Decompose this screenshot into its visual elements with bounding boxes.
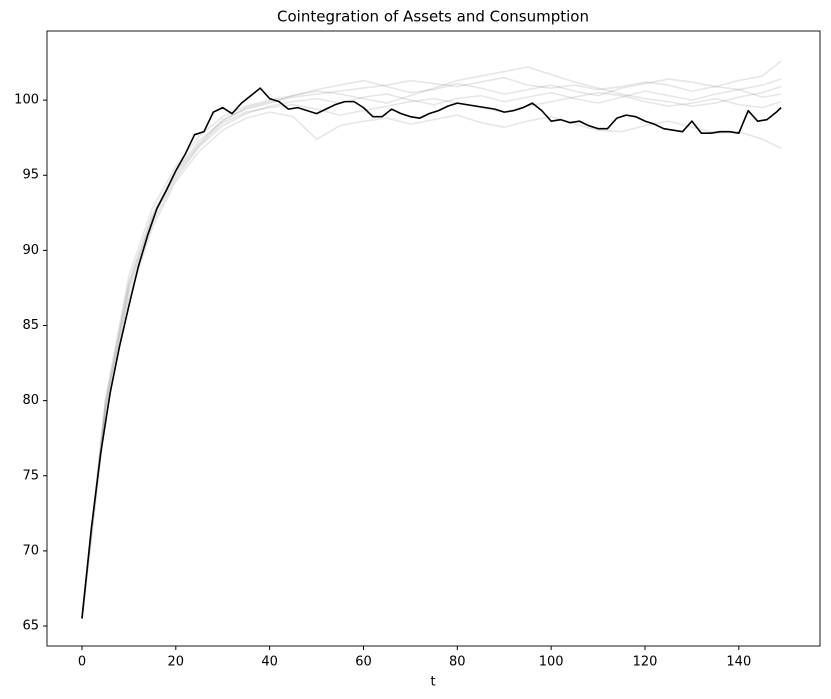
x-tick-label: 20	[168, 655, 185, 670]
x-tick-label: 120	[633, 655, 658, 670]
x-tick-label: 60	[355, 655, 372, 670]
x-tick-label: 80	[449, 655, 466, 670]
x-tick-label: 0	[78, 655, 86, 670]
y-tick-label: 80	[22, 393, 39, 408]
y-tick-label: 85	[22, 318, 39, 333]
series-line	[81, 78, 782, 619]
series-line	[81, 87, 782, 619]
x-tick-label: 40	[261, 655, 278, 670]
series-line	[81, 111, 782, 619]
y-tick-label: 65	[22, 619, 39, 634]
y-tick-label: 90	[22, 243, 39, 258]
series-line	[81, 60, 782, 619]
series-line	[81, 66, 782, 619]
series-line	[81, 88, 782, 619]
x-tick-label: 100	[539, 655, 564, 670]
series-line	[81, 91, 782, 619]
x-tick-label: 140	[726, 655, 751, 670]
chart-title: Cointegration of Assets and Consumption	[277, 8, 589, 26]
y-tick-label: 70	[22, 543, 39, 558]
y-tick-label: 100	[14, 93, 39, 108]
y-tick-label: 95	[22, 168, 39, 183]
x-axis-label: t	[430, 675, 435, 690]
y-tick-label: 75	[22, 468, 39, 483]
plot-frame	[46, 30, 821, 647]
